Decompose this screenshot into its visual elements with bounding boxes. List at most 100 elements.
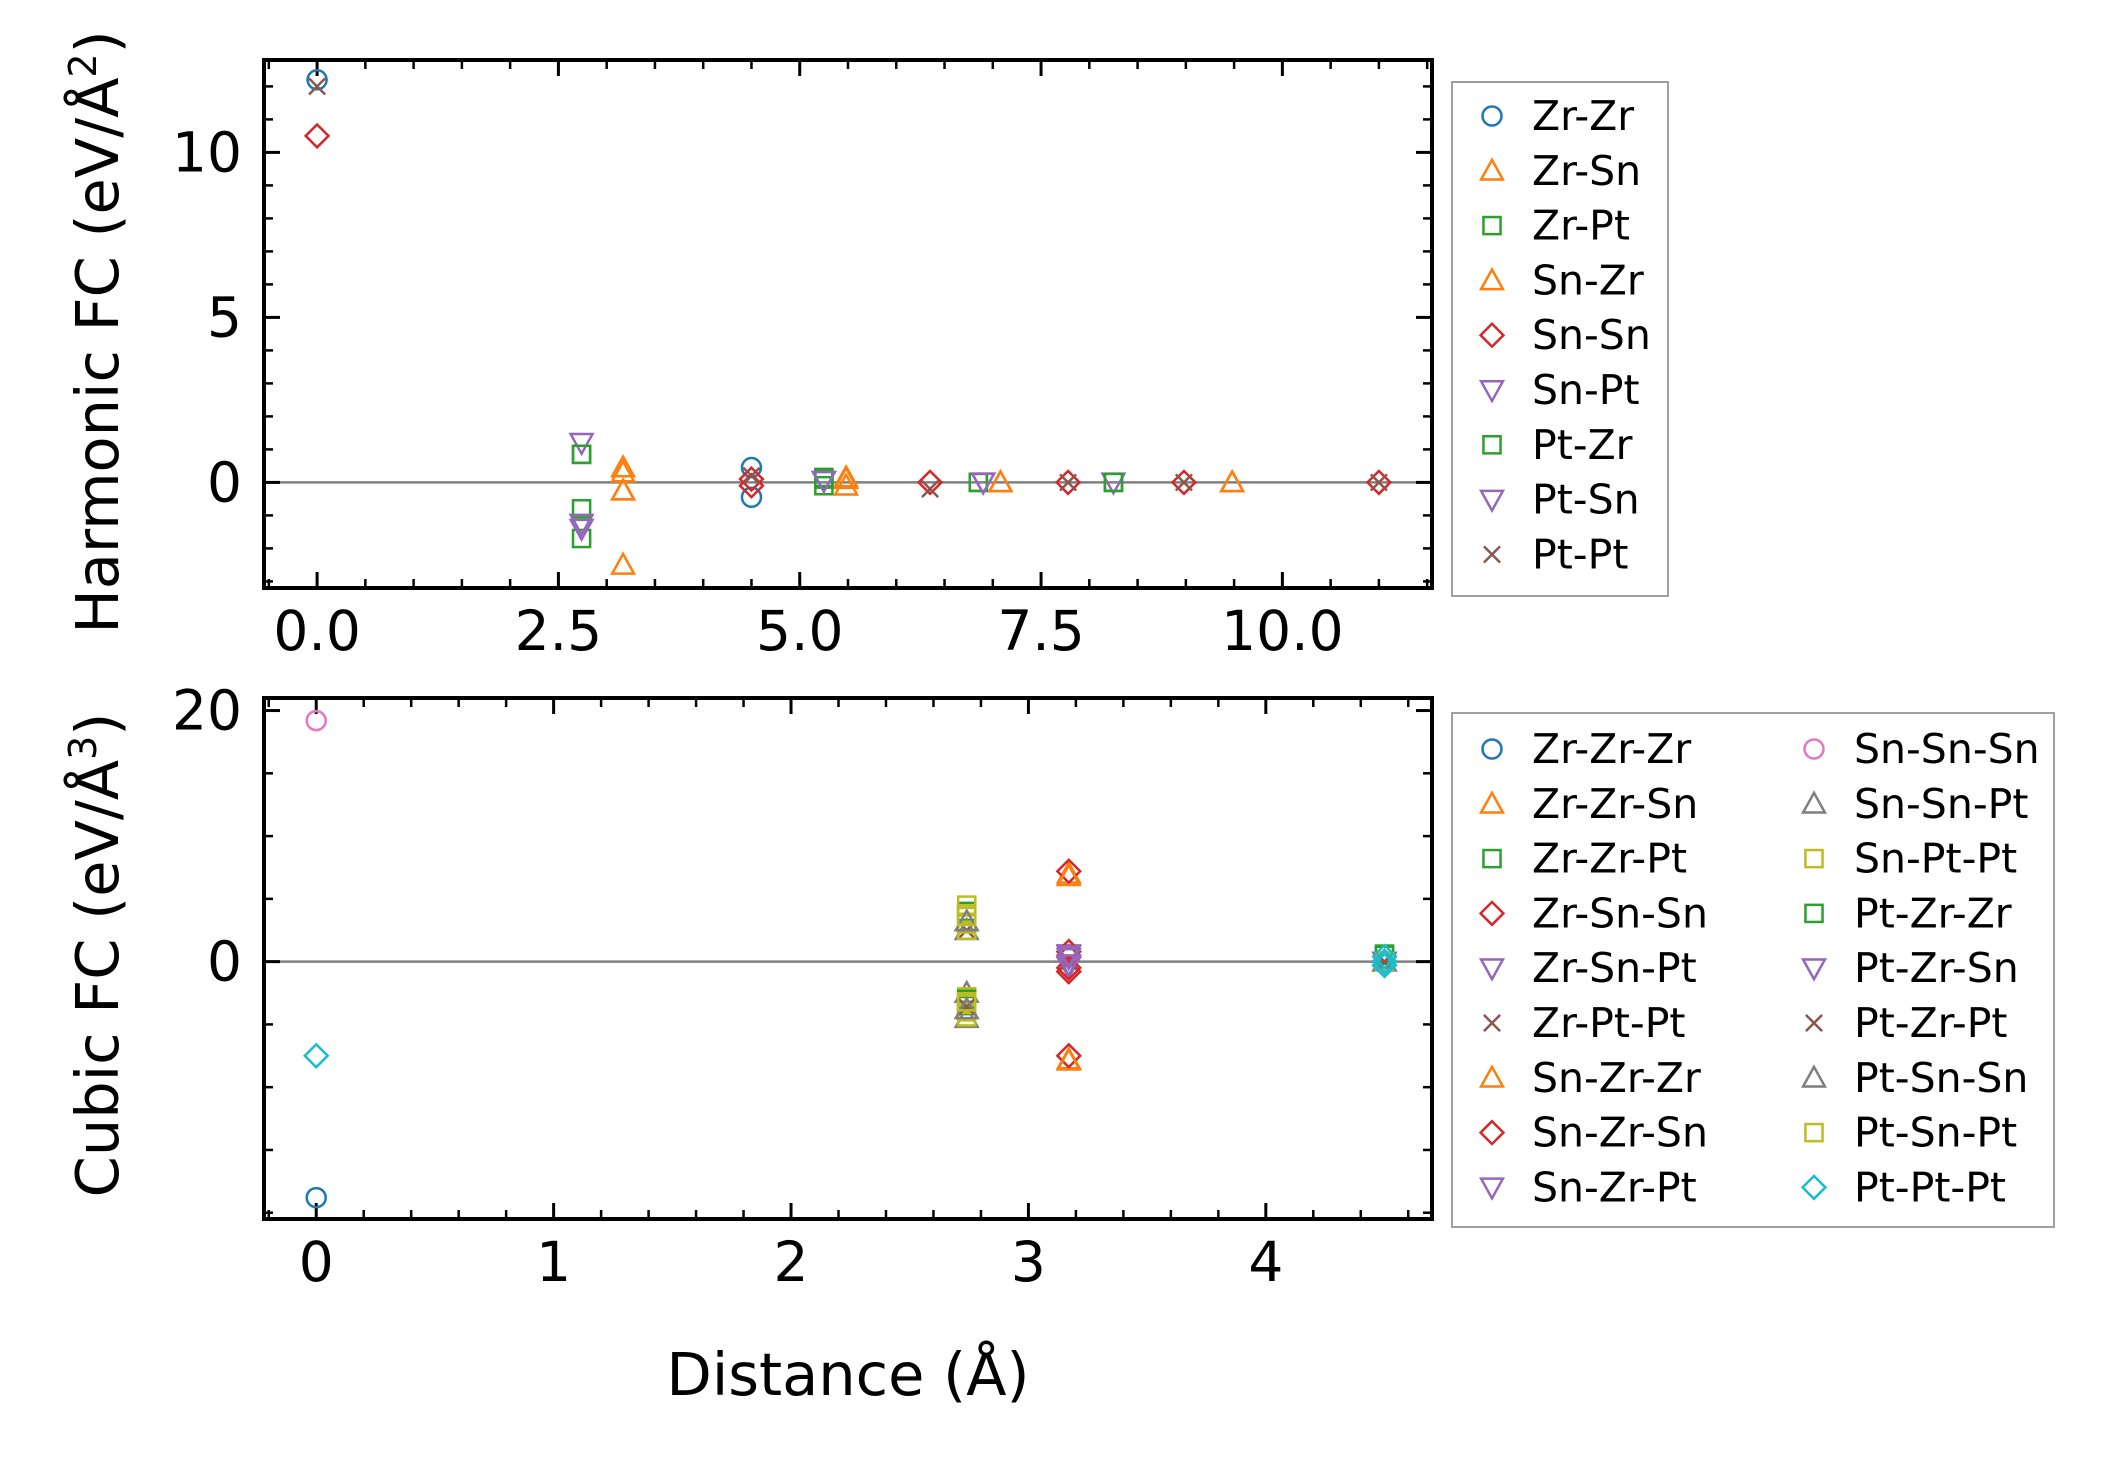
harmonic-panel-y-tick-label: 5 bbox=[207, 285, 242, 349]
legend-label-zr-zr-pt: Zr-Zr-Pt bbox=[1532, 835, 1687, 883]
legend-marker-zr-zr-sn bbox=[1478, 790, 1506, 814]
legend-label-pt-pt: Pt-Pt bbox=[1532, 530, 1628, 578]
legend-label-zr-sn-pt: Zr-Sn-Pt bbox=[1532, 944, 1697, 992]
point-pt-sn bbox=[568, 513, 595, 538]
point-zr-sn bbox=[610, 551, 637, 575]
harmonic-panel-y-tick-label: 10 bbox=[172, 120, 242, 184]
point-pt-zr-sn bbox=[1055, 945, 1082, 969]
legend-entry-zr-pt-pt: Zr-Pt-Pt bbox=[1483, 999, 1686, 1047]
point-pt-pt-pt bbox=[1371, 948, 1398, 975]
point-pt-zr bbox=[571, 444, 592, 465]
point-zr-zr bbox=[740, 486, 763, 508]
point-sn-zr bbox=[987, 468, 1014, 493]
point-sn-sn bbox=[916, 469, 944, 496]
point-zr-zr-zr bbox=[305, 1186, 327, 1209]
legend-entry-zr-sn: Zr-Sn bbox=[1478, 147, 1641, 195]
legend-entry-pt-zr-sn: Pt-Zr-Sn bbox=[1800, 944, 2019, 992]
legend-marker-zr-sn bbox=[1478, 157, 1506, 181]
legend-entry-pt-sn-sn: Pt-Sn-Sn bbox=[1800, 1054, 2028, 1102]
legend-marker-pt-pt bbox=[1483, 545, 1501, 564]
legend-label-sn-pt: Sn-Pt bbox=[1532, 366, 1640, 414]
legend-marker-pt-zr bbox=[1482, 435, 1502, 455]
legend-label-pt-sn-sn: Pt-Sn-Sn bbox=[1854, 1054, 2028, 1102]
legend-entry-pt-zr-zr: Pt-Zr-Zr bbox=[1804, 889, 2012, 937]
point-pt-zr bbox=[814, 469, 834, 489]
cubic-panel-x-tick-label: 4 bbox=[1248, 1230, 1283, 1294]
legend-entry-sn-zr-pt: Sn-Zr-Pt bbox=[1478, 1163, 1697, 1211]
x-axis-label: Distance (Å) bbox=[666, 1340, 1029, 1409]
point-pt-zr bbox=[1103, 472, 1124, 493]
legend-entry-pt-sn: Pt-Sn bbox=[1478, 476, 1640, 524]
cubic-panel: 0 1 2 3 4 0 20 Cubic FC (eV/Å3) Distance (Å) Z… bbox=[61, 679, 2055, 1409]
legend-label-pt-sn: Pt-Sn bbox=[1532, 476, 1640, 524]
legend-marker-zr-pt bbox=[1482, 215, 1502, 236]
point-sn-zr-zr bbox=[1055, 862, 1082, 887]
point-zr-pt bbox=[571, 528, 592, 549]
cubic-panel-x-tick-label: 0 bbox=[299, 1230, 334, 1294]
legend-entry-pt-pt-pt: Pt-Pt-Pt bbox=[1800, 1163, 2006, 1211]
legend-marker-pt-zr-pt bbox=[1805, 1014, 1823, 1032]
point-sn-sn bbox=[1054, 469, 1082, 496]
point-pt-pt bbox=[1174, 473, 1193, 492]
series-pt-pt bbox=[308, 77, 1388, 498]
legend-entry-zr-zr-sn: Zr-Zr-Sn bbox=[1478, 780, 1698, 828]
legend-label-pt-zr-zr: Pt-Zr-Zr bbox=[1854, 889, 2012, 937]
harmonic-axes-frame bbox=[262, 58, 1434, 590]
legend-entry-sn-pt: Sn-Pt bbox=[1478, 366, 1640, 414]
harmonic-legend: Zr-Zr Zr-Sn Zr-Pt Sn-Zr Sn-Sn Sn-Pt Pt-Zr Pt-Sn… bbox=[1451, 81, 1669, 597]
legend-marker-sn-sn bbox=[1478, 322, 1506, 349]
cubic-legend: Zr-Zr-Zr Zr-Zr-Sn Zr-Zr-Pt Zr-Sn-Sn Zr-Sn-Pt… bbox=[1451, 712, 2055, 1228]
legend-label-pt-sn-pt: Pt-Sn-Pt bbox=[1854, 1109, 2017, 1157]
legend-entry-zr-zr: Zr-Zr bbox=[1481, 92, 1634, 140]
cubic-panel-y-tick-label: 20 bbox=[172, 679, 242, 743]
point-pt-pt-pt bbox=[1371, 952, 1398, 979]
point-pt-pt bbox=[1059, 473, 1078, 492]
legend-marker-zr-zr-zr bbox=[1481, 738, 1503, 760]
legend-label-sn-sn-sn: Sn-Sn-Sn bbox=[1854, 725, 2040, 773]
series-sn-zr-zr bbox=[1055, 862, 1082, 1071]
point-pt-pt bbox=[308, 77, 327, 96]
legend-entry-pt-sn-pt: Pt-Sn-Pt bbox=[1804, 1109, 2017, 1157]
legend-label-zr-pt: Zr-Pt bbox=[1532, 202, 1630, 250]
legend-label-sn-pt-pt: Sn-Pt-Pt bbox=[1854, 835, 2017, 883]
legend-label-zr-sn-sn: Zr-Sn-Sn bbox=[1532, 889, 1708, 937]
point-sn-zr bbox=[833, 463, 860, 488]
point-sn-pt bbox=[568, 518, 595, 543]
legend-entry-sn-zr: Sn-Zr bbox=[1478, 256, 1644, 304]
point-pt-sn bbox=[810, 470, 837, 495]
cubic-panel-x-tick-label: 1 bbox=[536, 1230, 571, 1294]
legend-label-sn-zr-sn: Sn-Zr-Sn bbox=[1532, 1109, 1708, 1157]
legend-marker-zr-sn-pt bbox=[1478, 958, 1506, 982]
point-zr-pt bbox=[571, 499, 592, 519]
harmonic-panel-x-tick-label: 2.5 bbox=[515, 599, 602, 663]
legend-entry-zr-sn-sn: Zr-Sn-Sn bbox=[1478, 889, 1708, 937]
point-sn-sn bbox=[1170, 469, 1198, 496]
cubic-legend-box bbox=[1451, 712, 2055, 1228]
legend-label-sn-sn: Sn-Sn bbox=[1532, 311, 1651, 359]
legend-entry-sn-zr-sn: Sn-Zr-Sn bbox=[1478, 1109, 1708, 1157]
legend-label-zr-zr-sn: Zr-Zr-Sn bbox=[1532, 780, 1698, 828]
point-pt-sn-sn bbox=[953, 995, 980, 1020]
point-sn-sn-sn bbox=[305, 709, 327, 732]
legend-entry-sn-sn-pt: Sn-Sn-Pt bbox=[1800, 780, 2028, 828]
legend-label-sn-zr-pt: Sn-Zr-Pt bbox=[1532, 1163, 1697, 1211]
legend-entry-sn-zr-zr: Sn-Zr-Zr bbox=[1478, 1054, 1701, 1102]
series-pt-sn bbox=[568, 470, 997, 538]
point-zr-zr bbox=[306, 69, 328, 91]
legend-marker-pt-pt-pt bbox=[1800, 1174, 1828, 1201]
harmonic-y-axis-label: Harmonic FC (eV/Å2) bbox=[61, 30, 132, 633]
legend-label-pt-zr-pt: Pt-Zr-Pt bbox=[1854, 999, 2008, 1047]
cubic-panel-x-tick-label: 2 bbox=[774, 1230, 809, 1294]
legend-marker-sn-zr bbox=[1478, 266, 1506, 291]
point-pt-zr-pt bbox=[957, 997, 976, 1016]
harmonic-panel: 0.0 2.5 5.0 7.5 10.0 0 5 10 Harmonic FC (eV/Å2)… bbox=[61, 30, 1669, 663]
legend-marker-pt-sn-sn bbox=[1800, 1064, 1828, 1088]
point-pt-pt bbox=[921, 480, 940, 498]
legend-entry-pt-zr-pt: Pt-Zr-Pt bbox=[1805, 999, 2008, 1047]
series-pt-pt-pt bbox=[303, 943, 1398, 1069]
legend-label-zr-sn: Zr-Sn bbox=[1532, 147, 1641, 195]
legend-marker-zr-sn-sn bbox=[1478, 900, 1506, 927]
point-pt-sn-pt bbox=[956, 906, 977, 927]
point-pt-pt bbox=[1369, 473, 1388, 492]
